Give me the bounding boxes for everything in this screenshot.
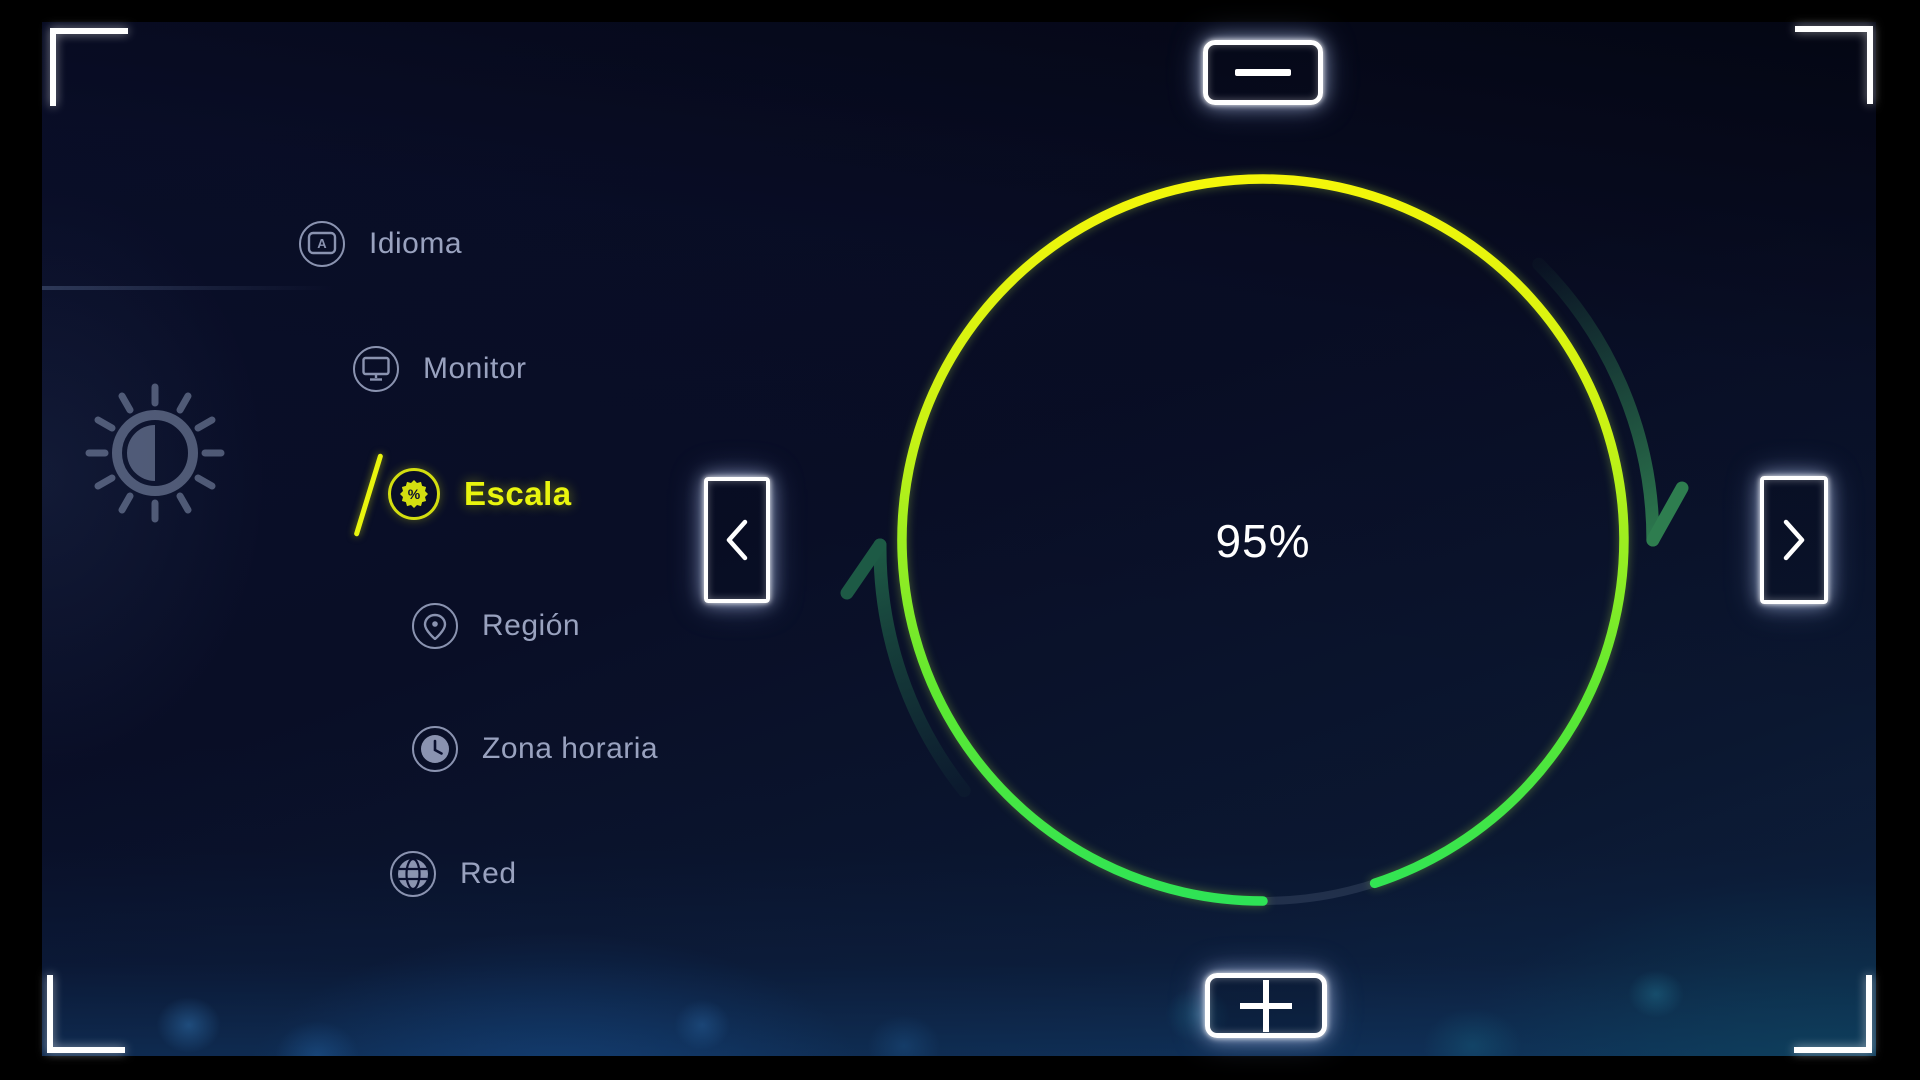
svg-text:%: % [408, 486, 421, 502]
menu-label: Región [482, 609, 581, 642]
menu-item-idioma[interactable]: A Idioma [299, 221, 462, 267]
svg-text:A: A [317, 236, 327, 251]
background-separator-line [42, 286, 334, 290]
settings-screen-background [42, 22, 1876, 1056]
plus-icon [1240, 979, 1292, 1032]
corner-bracket-top-left [50, 28, 128, 106]
scale-percent-icon: % [388, 468, 440, 520]
gauge-progress-arc [897, 174, 1629, 906]
menu-label: Escala [464, 475, 572, 512]
rotate-cw-arrow-icon [1532, 257, 1689, 547]
increase-button[interactable]: + [1205, 973, 1327, 1038]
menu-item-monitor[interactable]: Monitor [353, 346, 527, 392]
contrast-watermark-icon [80, 378, 230, 528]
monitor-icon [353, 346, 399, 392]
chevron-left-icon [726, 519, 748, 561]
menu-label: Idioma [369, 227, 463, 260]
menu-label: Red [460, 857, 517, 890]
network-globe-icon [390, 851, 436, 897]
menu-item-red[interactable]: Red [390, 851, 517, 897]
timezone-clock-icon [412, 726, 458, 772]
menu-label: Monitor [423, 352, 527, 385]
corner-bracket-bottom-left [47, 975, 125, 1053]
scale-gauge-ring [840, 174, 1689, 906]
minus-icon [1235, 69, 1291, 76]
region-pin-icon [412, 603, 458, 649]
next-setting-button[interactable]: > [1760, 476, 1828, 604]
language-icon: A [299, 221, 345, 267]
menu-label: Zona horaria [482, 732, 659, 765]
previous-setting-button[interactable]: < [704, 477, 770, 603]
menu-item-escala-selected[interactable]: % Escala [388, 468, 572, 520]
menu-item-region[interactable]: Región [412, 603, 580, 649]
gauge-value-label: 95% [1215, 515, 1311, 567]
decrease-button[interactable]: − [1203, 40, 1323, 105]
corner-bracket-bottom-right [1794, 975, 1872, 1053]
rotate-ccw-arrow-icon [840, 538, 971, 798]
corner-bracket-top-right [1795, 26, 1873, 104]
chevron-right-icon [1783, 519, 1805, 561]
menu-item-zona-horaria[interactable]: Zona horaria [412, 726, 658, 772]
